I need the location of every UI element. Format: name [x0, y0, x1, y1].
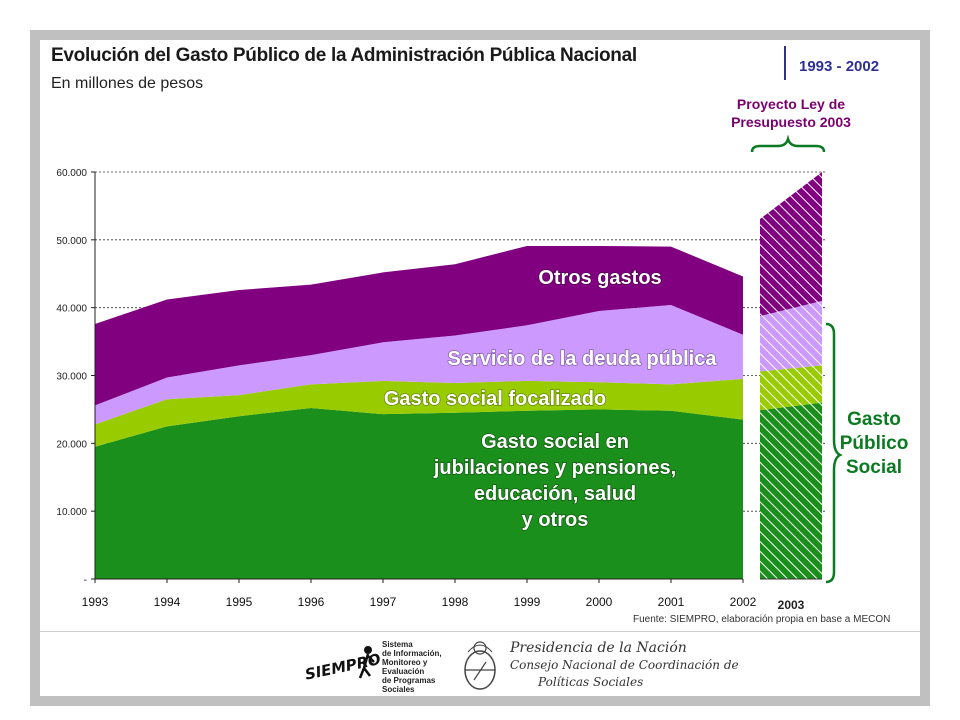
gasto-publico-social-label: Gasto Público Social	[838, 408, 910, 480]
siempro-line-3: Monitoreo y	[382, 658, 428, 667]
y-tick-label-1: 10.000	[56, 507, 87, 518]
x-tick-label-2002: 2002	[730, 595, 757, 609]
x-tick-label-1993: 1993	[82, 595, 109, 609]
siempro-description: Sistema de Información, Monitoreo y Eval…	[382, 640, 462, 694]
axes: - 10.000 20.000 30.000 40.000 50.000 60.000 199…	[56, 168, 756, 609]
y-tick-label-4: 40.000	[56, 304, 87, 315]
area-label-4-line-3: educación, salud	[474, 483, 636, 505]
y-tick-label-6: 60.000	[56, 168, 87, 179]
siempro-logo: SIEMPRO	[303, 646, 382, 684]
projection-segment-2	[760, 365, 822, 411]
projection-label: Proyecto Ley de Presupuesto 2003	[716, 95, 866, 131]
y-tick-label-0: -	[84, 575, 87, 586]
x-tick-label-2001: 2001	[658, 595, 685, 609]
siempro-line-5: de Programas	[382, 676, 436, 685]
x-tick-label-2000: 2000	[586, 595, 613, 609]
projection-segment-4	[760, 172, 822, 317]
source-note: Fuente: SIEMPRO, elaboración propia en b…	[633, 614, 891, 625]
siempro-line-4: Evaluación	[382, 667, 425, 676]
projection-segment-1	[760, 402, 822, 579]
presidency-line-3: Políticas Sociales	[538, 675, 644, 689]
projection-year-label: 2003	[778, 598, 805, 612]
area-label-2-line-1: Servicio de la deuda pública	[448, 348, 718, 370]
coat-of-arms-icon	[464, 641, 496, 690]
projection-bar: 2003	[760, 172, 822, 612]
presidency-line-1: Presidencia de la Nación	[510, 640, 687, 656]
area-label-3-line-1: Gasto social focalizado	[384, 388, 606, 410]
period-label: 1993 - 2002	[799, 58, 880, 75]
x-tick-label-1999: 1999	[514, 595, 541, 609]
gps-line-2: Público	[839, 433, 909, 454]
x-tick-label-1994: 1994	[154, 595, 181, 609]
gps-line-3: Social	[846, 457, 902, 478]
presidency-text: Presidencia de la Nación Consejo Naciona…	[510, 640, 739, 691]
page-subtitle: En millones de pesos	[51, 75, 204, 92]
projection-label-line-1: Proyecto Ley de	[736, 96, 846, 112]
period-divider	[784, 46, 786, 80]
x-tick-label-1995: 1995	[226, 595, 253, 609]
siempro-figure-head	[364, 646, 372, 654]
siempro-line-2: de Información,	[382, 649, 442, 658]
siempro-figure-body	[358, 653, 375, 679]
area-series-1	[95, 408, 743, 579]
right-brace	[825, 322, 843, 584]
y-tick-label-3: 30.000	[56, 372, 87, 383]
footer-divider	[40, 631, 920, 632]
x-tick-label-1997: 1997	[370, 595, 397, 609]
x-tick-label-1996: 1996	[298, 595, 325, 609]
x-tick-label-1998: 1998	[442, 595, 469, 609]
area-series-3	[95, 304, 743, 425]
area-label-4-line-2: jubilaciones y pensiones,	[433, 457, 676, 479]
projection-segment-3	[760, 300, 822, 372]
siempro-line-1: Sistema	[382, 640, 413, 649]
top-brace	[750, 134, 826, 153]
area-label-1-line-1: Otros gastos	[538, 267, 661, 289]
y-tick-label-2: 20.000	[56, 439, 87, 450]
presidency-line-2: Consejo Nacional de Coordinación de	[510, 658, 739, 672]
area-series-2	[95, 378, 743, 447]
gps-line-1: Gasto	[847, 409, 901, 430]
area-labels: Otros gastos Servicio de la deuda pública…	[383, 266, 718, 532]
area-label-4-line-1: Gasto social en	[481, 431, 629, 453]
siempro-line-6: Sociales	[382, 685, 415, 694]
area-series-4	[95, 245, 743, 406]
page-title: Evolución del Gasto Público de la Admini…	[51, 45, 637, 66]
areas	[95, 245, 743, 579]
siempro-logo-text: SIEMPRO	[303, 650, 382, 684]
braces	[750, 134, 843, 584]
projection-label-line-2: Presupuesto 2003	[731, 114, 851, 130]
area-label-4-line-4: y otros	[522, 509, 589, 531]
y-tick-label-5: 50.000	[56, 236, 87, 247]
